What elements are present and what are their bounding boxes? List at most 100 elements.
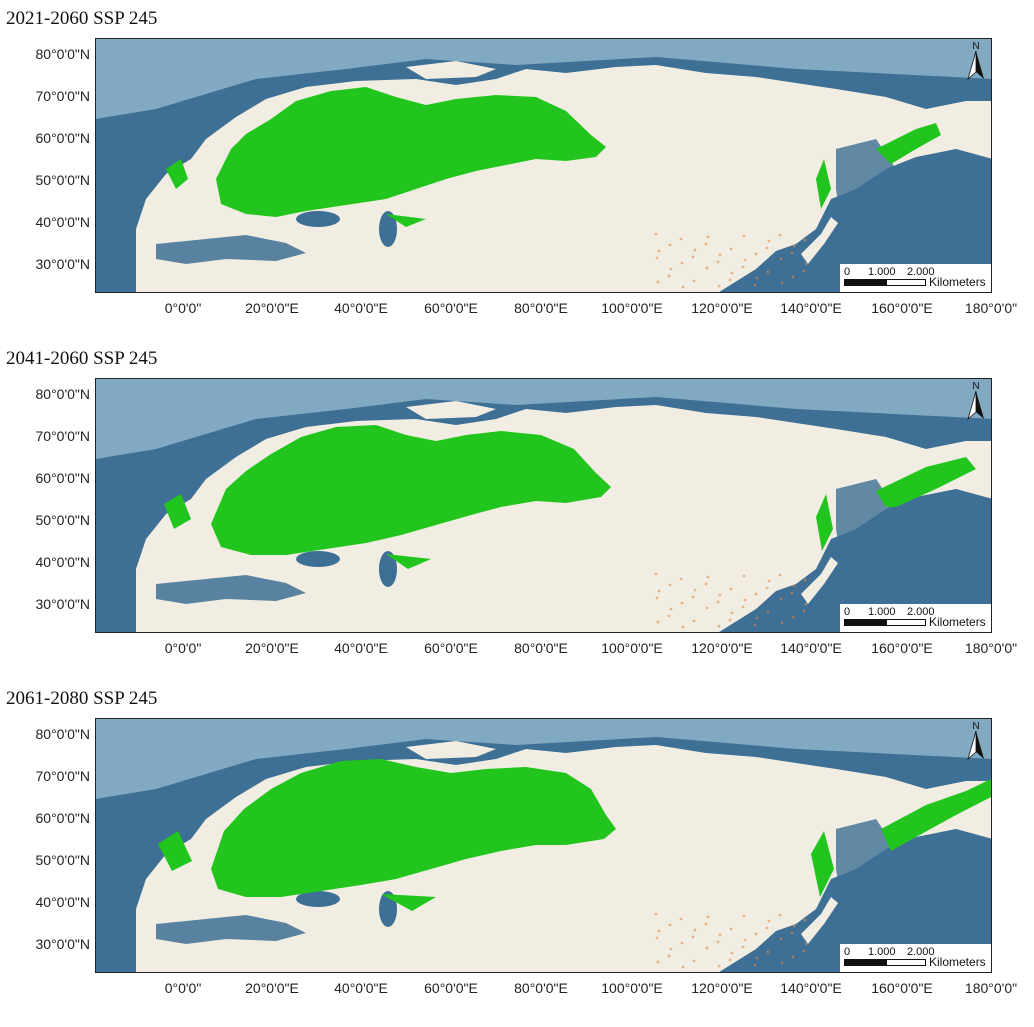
latitude-label: 40°0'0"N bbox=[35, 894, 91, 910]
suitable-habitat-area bbox=[881, 779, 991, 851]
panel-title: 2041-2060 SSP 245 bbox=[6, 348, 158, 369]
city-dot bbox=[755, 276, 759, 280]
city-dot bbox=[791, 615, 795, 619]
suitable-habitat-area bbox=[876, 457, 976, 507]
svg-text:N: N bbox=[972, 721, 979, 732]
city-dot bbox=[706, 575, 710, 579]
scale-segment-black bbox=[844, 959, 886, 966]
latitude-label: 80°0'0"N bbox=[35, 726, 91, 742]
city-dot bbox=[693, 588, 697, 592]
city-dot bbox=[765, 246, 769, 250]
scale-segment-black bbox=[844, 279, 886, 286]
arctic-shelf bbox=[96, 719, 991, 799]
longitude-label: 180°0'0" bbox=[964, 640, 1018, 656]
longitude-label: 160°0'0"E bbox=[871, 300, 933, 316]
suitable-habitat-area bbox=[164, 494, 191, 529]
city-dot bbox=[729, 247, 733, 251]
scale-bar: 0 1.000 2.000 Kilometers bbox=[840, 944, 991, 972]
city-dot bbox=[704, 582, 708, 586]
longitude-label: 140°0'0"E bbox=[780, 300, 842, 316]
longitude-label: 20°0'0"E bbox=[245, 640, 299, 656]
latitude-label: 30°0'0"N bbox=[35, 596, 91, 612]
suitable-habitat-area bbox=[211, 759, 616, 897]
map-frame: N 0 1.000 2.000 Kilometers bbox=[95, 378, 992, 633]
longitude-label: 20°0'0"E bbox=[245, 300, 299, 316]
mediterranean-sea bbox=[156, 915, 306, 944]
latitude-label: 80°0'0"N bbox=[35, 386, 91, 402]
city-dot bbox=[655, 936, 659, 940]
latitude-label: 60°0'0"N bbox=[35, 130, 91, 146]
city-dot bbox=[754, 932, 758, 936]
city-dot bbox=[681, 625, 685, 629]
latitude-label: 30°0'0"N bbox=[35, 256, 91, 272]
scale-segment-white bbox=[886, 619, 926, 626]
longitude-label: 160°0'0"E bbox=[871, 980, 933, 996]
city-dot bbox=[667, 954, 671, 958]
city-dot bbox=[705, 946, 709, 950]
map-frame: N 0 1.000 2.000 Kilometers bbox=[95, 38, 992, 293]
scale-segment-white bbox=[886, 279, 926, 286]
city-dot bbox=[741, 265, 745, 269]
city-dot bbox=[741, 945, 745, 949]
city-dot bbox=[692, 619, 696, 623]
city-dot bbox=[728, 958, 732, 962]
basemap bbox=[96, 379, 991, 632]
scale-segment-white bbox=[886, 959, 926, 966]
city-dot bbox=[766, 610, 770, 614]
longitude-label: 160°0'0"E bbox=[871, 640, 933, 656]
scale-tick-label: 1.000 bbox=[868, 946, 896, 958]
city-dot bbox=[767, 239, 771, 243]
city-dot bbox=[717, 624, 721, 628]
city-dot bbox=[766, 950, 770, 954]
city-dot bbox=[718, 253, 722, 257]
city-dot bbox=[669, 267, 673, 271]
scale-tick-label: 1.000 bbox=[868, 606, 896, 618]
sea-of-okhotsk bbox=[836, 819, 896, 909]
city-dot bbox=[656, 280, 660, 284]
map-frame: N 0 1.000 2.000 Kilometers bbox=[95, 718, 992, 973]
latitude-label: 70°0'0"N bbox=[35, 768, 91, 784]
scale-tick-label: 2.000 bbox=[907, 606, 935, 618]
longitude-label: 80°0'0"E bbox=[514, 980, 568, 996]
city-dot bbox=[657, 929, 661, 933]
latitude-label: 50°0'0"N bbox=[35, 172, 91, 188]
city-dot bbox=[692, 959, 696, 963]
longitude-label: 60°0'0"E bbox=[424, 640, 478, 656]
longitude-label: 40°0'0"E bbox=[334, 640, 388, 656]
city-dot bbox=[804, 942, 808, 946]
city-dot bbox=[792, 584, 796, 588]
city-dot bbox=[679, 917, 683, 921]
city-dot bbox=[728, 278, 732, 282]
arctic-shelf bbox=[96, 39, 991, 119]
latitude-label: 30°0'0"N bbox=[35, 936, 91, 952]
basemap bbox=[96, 719, 991, 972]
city-dot bbox=[681, 285, 685, 289]
city-dot bbox=[779, 257, 783, 261]
city-dot bbox=[779, 937, 783, 941]
scale-tick-label: 0 bbox=[844, 606, 851, 618]
japan bbox=[801, 557, 838, 604]
city-dot bbox=[753, 623, 757, 627]
city-dot bbox=[680, 941, 684, 945]
basemap bbox=[96, 39, 991, 292]
suitable-habitat-area bbox=[816, 494, 833, 551]
longitude-label: 60°0'0"E bbox=[424, 980, 478, 996]
sea-of-okhotsk bbox=[836, 139, 896, 229]
scale-tick-label: 0 bbox=[844, 946, 851, 958]
city-dot bbox=[802, 269, 806, 273]
city-dot bbox=[765, 586, 769, 590]
longitude-label: 120°0'0"E bbox=[691, 980, 753, 996]
city-dot bbox=[718, 933, 722, 937]
longitude-label: 40°0'0"E bbox=[334, 980, 388, 996]
city-dot bbox=[729, 927, 733, 931]
suitable-habitat-area bbox=[386, 554, 431, 569]
caspian-sea bbox=[379, 211, 397, 247]
longitude-label: 100°0'0"E bbox=[601, 300, 663, 316]
scale-tick-label: 2.000 bbox=[907, 266, 935, 278]
city-dot bbox=[742, 914, 746, 918]
panel-title: 2061-2080 SSP 245 bbox=[6, 688, 158, 709]
city-dot bbox=[654, 232, 658, 236]
longitude-label: 0°0'0" bbox=[164, 640, 202, 656]
map-panel-1: 2021-2060 SSP 245 N 0 1.000 2.000 Kilometers… bbox=[0, 0, 1034, 330]
city-dot bbox=[753, 963, 757, 967]
